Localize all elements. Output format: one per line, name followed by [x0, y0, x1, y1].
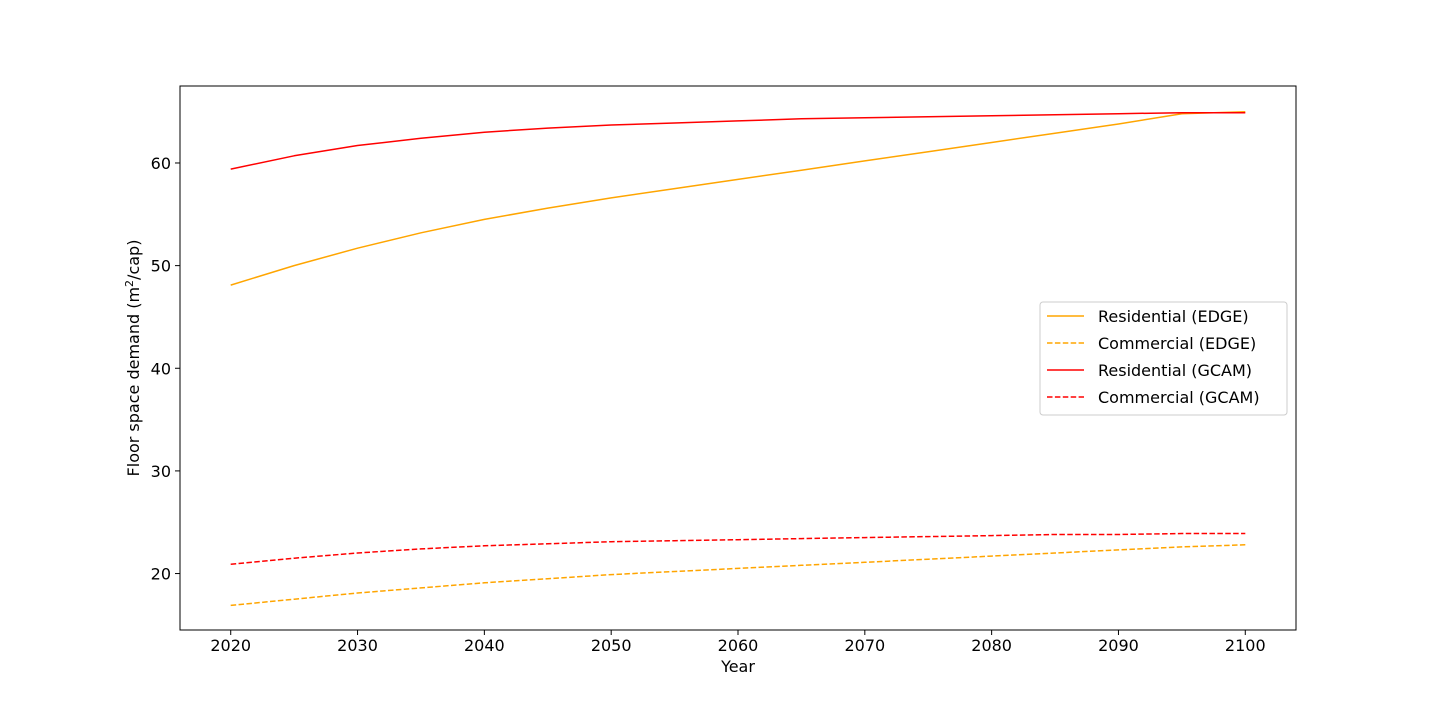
y-axis-label: Floor space demand (m2/cap) [123, 240, 143, 477]
y-tick-label: 40 [151, 359, 171, 378]
x-tick-label: 2050 [591, 636, 632, 655]
y-tick-label: 60 [151, 154, 171, 173]
x-tick-label: 2030 [337, 636, 378, 655]
x-tick-label: 2020 [210, 636, 251, 655]
series-line-4 [230, 532, 1246, 566]
legend-label-4: Commercial (GCAM) [1098, 388, 1260, 407]
y-tick-label: 50 [151, 257, 171, 276]
y-tick-label: 20 [151, 565, 171, 584]
y-axis-label-superscript: 2 [123, 280, 136, 287]
x-tick-label: 2040 [464, 636, 505, 655]
series-line-1 [230, 110, 1246, 286]
y-axis-ticks: 20 30 40 50 60 [151, 154, 180, 584]
x-tick-label: 2060 [718, 636, 759, 655]
x-tick-label: 2090 [1098, 636, 1139, 655]
legend-label-3: Residential (GCAM) [1098, 361, 1252, 380]
series-line-3 [230, 111, 1246, 170]
legend-label-2: Commercial (EDGE) [1098, 334, 1256, 353]
y-axis-label-main: Floor space demand (m [124, 287, 143, 477]
x-axis-label: Year [720, 657, 755, 676]
legend: Residential (EDGE) Commercial (EDGE) Resid… [1039, 301, 1288, 416]
x-tick-label: 2070 [844, 636, 885, 655]
series-line-2 [230, 544, 1246, 607]
plot-lines [230, 110, 1246, 607]
y-axis-label-tail: /cap) [124, 240, 143, 280]
x-tick-label: 2080 [971, 636, 1012, 655]
legend-box [1039, 301, 1288, 416]
y-tick-label: 30 [151, 462, 171, 481]
x-axis-ticks: 2020 2030 2040 2050 2060 2070 2080 2090 2100 [210, 630, 1266, 655]
legend-label-1: Residential (EDGE) [1098, 307, 1249, 326]
x-tick-label: 2100 [1225, 636, 1266, 655]
